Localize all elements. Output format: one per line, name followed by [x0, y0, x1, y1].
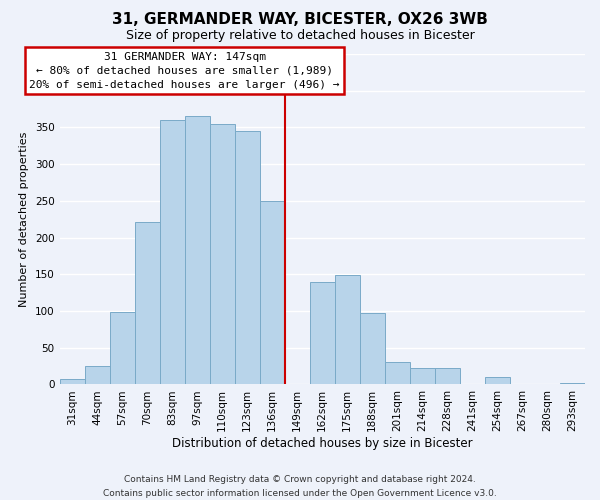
Bar — [385, 362, 410, 384]
Y-axis label: Number of detached properties: Number of detached properties — [19, 132, 29, 307]
Bar — [485, 377, 510, 384]
Bar — [360, 313, 385, 384]
Bar — [59, 378, 85, 384]
Text: 31, GERMANDER WAY, BICESTER, OX26 3WB: 31, GERMANDER WAY, BICESTER, OX26 3WB — [112, 12, 488, 28]
Text: Size of property relative to detached houses in Bicester: Size of property relative to detached ho… — [125, 29, 475, 42]
X-axis label: Distribution of detached houses by size in Bicester: Distribution of detached houses by size … — [172, 437, 473, 450]
Bar — [134, 222, 160, 384]
Bar — [235, 131, 260, 384]
Bar — [435, 368, 460, 384]
Bar — [335, 275, 360, 384]
Bar — [209, 124, 235, 384]
Bar — [560, 383, 585, 384]
Bar — [410, 368, 435, 384]
Text: 31 GERMANDER WAY: 147sqm
← 80% of detached houses are smaller (1,989)
20% of sem: 31 GERMANDER WAY: 147sqm ← 80% of detach… — [29, 52, 340, 90]
Bar — [185, 116, 209, 384]
Text: Contains HM Land Registry data © Crown copyright and database right 2024.
Contai: Contains HM Land Registry data © Crown c… — [103, 476, 497, 498]
Bar — [310, 282, 335, 385]
Bar — [160, 120, 185, 384]
Bar — [110, 312, 134, 384]
Bar — [260, 201, 285, 384]
Bar — [85, 366, 110, 384]
